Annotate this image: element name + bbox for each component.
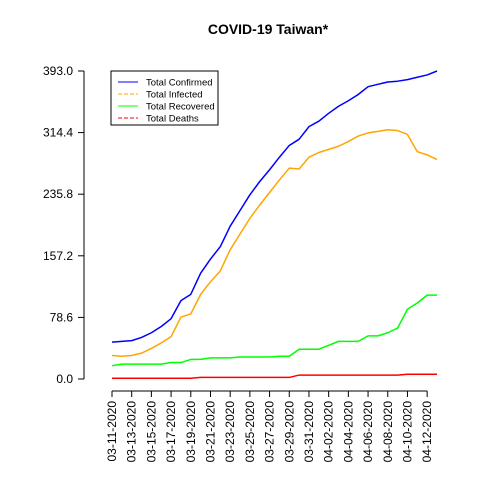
x-tick-label: 04-08-2020 <box>381 401 395 463</box>
legend-box <box>110 70 219 126</box>
y-tick-label: 78.6 <box>50 310 74 324</box>
x-tick-label: 03-19-2020 <box>184 401 198 463</box>
x-tick-label: 04-12-2020 <box>420 401 434 463</box>
legend-label: Total Deaths <box>146 114 199 125</box>
x-tick-label: 03-29-2020 <box>282 401 296 463</box>
y-axis: 0.0 78.6 157.2 235.8 314.4 393.0 <box>43 64 85 386</box>
legend-label: Total Infected <box>146 90 203 101</box>
x-tick-label: 03-27-2020 <box>263 401 277 463</box>
series-line-total-deaths <box>112 373 437 379</box>
y-tick-label: 235.8 <box>43 187 73 201</box>
x-tick-label: 03-17-2020 <box>164 401 178 463</box>
y-tick-label: 157.2 <box>43 249 73 263</box>
x-tick-label: 03-31-2020 <box>302 401 316 463</box>
x-axis: 03-11-2020 03-13-2020 03-15-2020 03-17-2020… <box>105 390 434 463</box>
plot-area <box>111 70 438 379</box>
chart-title: COVID-19 Taiwan* <box>208 21 329 37</box>
series-line-total-confirmed <box>111 70 438 343</box>
y-tick-label: 314.4 <box>43 126 73 140</box>
x-tick-label: 03-21-2020 <box>203 401 217 463</box>
x-tick-label: 03-23-2020 <box>223 401 237 463</box>
legend-label: Total Recovered <box>146 102 215 113</box>
x-tick-label: 03-25-2020 <box>243 401 257 463</box>
x-tick-label: 04-02-2020 <box>322 401 336 463</box>
x-tick-label: 03-15-2020 <box>144 401 158 463</box>
x-tick-label: 04-10-2020 <box>400 401 414 463</box>
legend-label: Total Confirmed <box>146 78 213 89</box>
y-tick-label: 393.0 <box>43 64 73 78</box>
y-tick-label: 0.0 <box>56 372 73 386</box>
x-tick-label: 03-13-2020 <box>125 401 139 463</box>
x-tick-label: 04-04-2020 <box>341 401 355 463</box>
series-line-total-recovered <box>111 294 437 367</box>
x-tick-label: 04-06-2020 <box>361 401 375 463</box>
x-tick-label: 03-11-2020 <box>105 401 119 462</box>
series-line-total-infected <box>111 129 438 358</box>
